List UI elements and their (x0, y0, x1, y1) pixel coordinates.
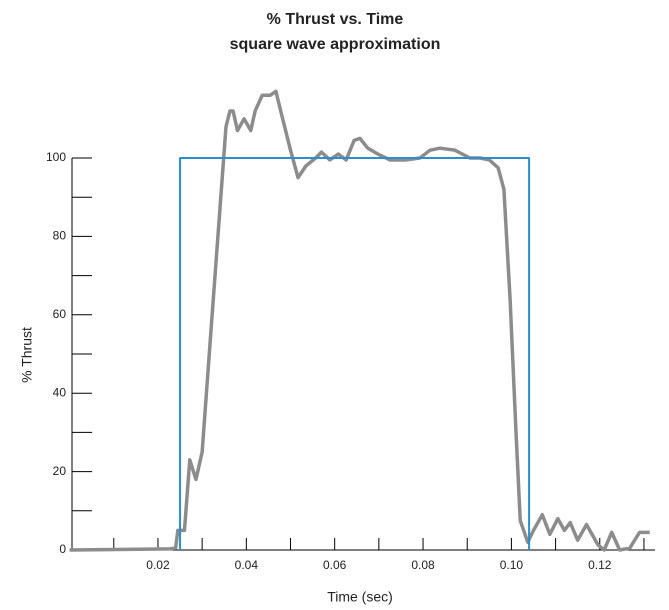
y-tick-label: 40 (53, 385, 67, 399)
x-tick-label: 0.04 (235, 558, 259, 572)
y-tick-label: 100 (46, 150, 66, 164)
y-tick-label: 60 (53, 307, 67, 321)
chart-title: % Thrust vs. Time (267, 11, 404, 28)
y-tick-label: 20 (53, 464, 67, 478)
x-tick-label: 0.02 (146, 558, 170, 572)
x-tick-label: 0.12 (588, 558, 612, 572)
x-tick-label: 0.06 (323, 558, 347, 572)
data-line (69, 89, 650, 552)
data-line (179, 157, 531, 550)
x-tick-label: 0.10 (500, 558, 524, 572)
chart-subtitle: square wave approximation (230, 36, 441, 53)
x-axis-label: Time (sec) (327, 589, 393, 605)
x-tick-label: 0.08 (411, 558, 435, 572)
y-tick-label: 80 (53, 229, 67, 243)
y-tick-label: 0 (59, 542, 66, 556)
y-axis-label: % Thrust (19, 327, 35, 383)
